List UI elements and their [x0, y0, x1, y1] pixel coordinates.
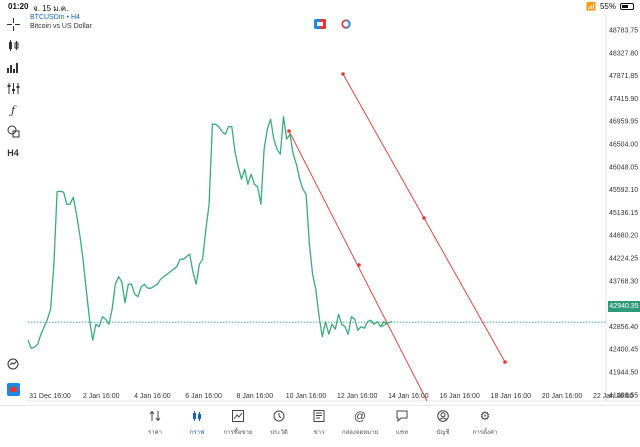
price-chart[interactable]: 48783.75 48327.80 47871.85 47415.90 46959.95… [0, 0, 640, 405]
date-tick-label: 2 Jan 16:00 [83, 393, 120, 400]
nav-label: ข่าว [313, 430, 325, 436]
status-bar: 01:20 จ. 15 ม.ค. 📶 55% [0, 0, 640, 14]
date-tick-label: 16 Jan 16:00 [439, 393, 480, 400]
nav-account[interactable]: บัญชี [420, 409, 466, 437]
price-tick-label: 41488.55 [609, 392, 638, 399]
chart-toolbar: ƒ H4 [0, 14, 26, 404]
trendline-anchor-point [341, 72, 345, 76]
trendline-anchor-point [422, 216, 426, 220]
price-tick-label: 48327.80 [609, 50, 638, 57]
battery-percent: 55% [599, 2, 616, 11]
nav-chart[interactable]: กราฟ [174, 409, 220, 437]
price-tick-label: 41944.50 [609, 370, 638, 377]
price-tick-label: 44680.20 [609, 233, 638, 240]
price-tick-label: 47415.90 [609, 96, 638, 103]
date-tick-label: 4 Jan 16:00 [134, 393, 171, 400]
price-tick-label: 42400.45 [609, 347, 638, 354]
settings-sliders-icon[interactable] [5, 80, 21, 96]
nav-chat[interactable]: แชท [379, 409, 425, 437]
gear-icon: ⚙ [479, 409, 491, 423]
date-tick-label: 12 Jan 16:00 [337, 393, 378, 400]
bottom-navigation: ราคา กราฟ การซื้อขาย ประวัติ ข่าว @ กล่อ… [0, 405, 640, 447]
price-tick-label: 44224.25 [609, 256, 638, 263]
price-tick-label: 42856.40 [609, 324, 638, 331]
status-time: 01:20 [8, 2, 29, 11]
symbol-description: Bitcoin vs US Dollar [30, 23, 92, 30]
nav-label: กราฟ [189, 430, 205, 436]
price-tick-label: 46959.95 [609, 119, 638, 126]
nav-label: บัญชี [436, 430, 450, 436]
crosshair-icon[interactable] [5, 16, 21, 32]
app-logo-icon[interactable] [5, 381, 21, 397]
nav-settings[interactable]: ⚙ การตั้งค่า [462, 409, 508, 437]
date-tick-label: 6 Jan 16:00 [185, 393, 222, 400]
trendline-anchor-point [357, 263, 361, 267]
price-tick-label: 45592.10 [609, 187, 638, 194]
arrows-icon [132, 409, 178, 423]
indicator-icon[interactable] [5, 59, 21, 75]
price-tick-label: 43768.30 [609, 278, 638, 285]
price-tick-label: 48783.75 [609, 28, 638, 35]
nav-news[interactable]: ข่าว [296, 409, 342, 437]
nav-label: การซื้อขาย [223, 430, 253, 436]
nav-history[interactable]: ประวัติ [256, 409, 302, 437]
price-tick-label: 46504.00 [609, 142, 638, 149]
news-icon [296, 409, 342, 423]
clock-icon [256, 409, 302, 423]
trendline-anchor-point [287, 129, 291, 133]
account-icon [420, 409, 466, 423]
nav-trade[interactable]: การซื้อขาย [215, 409, 261, 437]
price-tick-label: 46048.05 [609, 164, 638, 171]
nav-label: แชท [396, 430, 408, 436]
wifi-icon: 📶 [586, 2, 596, 11]
date-tick-label: 18 Jan 16:00 [491, 393, 532, 400]
price-series-line [27, 116, 388, 349]
function-icon[interactable]: ƒ [10, 103, 16, 117]
price-tick-label: 47871.85 [609, 73, 638, 80]
candle-icon[interactable] [5, 37, 21, 53]
nav-label: ราคา [148, 430, 162, 436]
date-tick-label: 20 Jan 16:00 [542, 393, 583, 400]
symbol-title[interactable]: BTCUSDm • H4 [30, 14, 80, 21]
timeframe-button[interactable]: H4 [7, 148, 19, 158]
trade-icon [215, 409, 261, 423]
date-tick-label: 31 Dec 16:00 [29, 393, 71, 400]
candle-icon [174, 409, 220, 423]
date-tick-label: 14 Jan 16:00 [388, 393, 429, 400]
price-series-tail [380, 320, 393, 328]
status-right: 📶 55% [586, 2, 634, 11]
battery-icon [620, 3, 634, 10]
shapes-icon[interactable] [5, 123, 21, 139]
zoom-icon[interactable] [5, 356, 21, 372]
current-price-label: 42940.35 [608, 301, 640, 312]
one-click-icon[interactable] [340, 19, 352, 29]
nav-quotes[interactable]: ราคา [132, 409, 178, 437]
chat-icon [379, 409, 425, 423]
date-tick-label: 8 Jan 16:00 [237, 393, 274, 400]
nav-mailbox[interactable]: @ กล่องจดหมาย [337, 409, 383, 437]
nav-label: ประวัติ [270, 430, 288, 436]
price-tick-label: 45136.15 [609, 210, 638, 217]
nav-label: การตั้งค่า [472, 430, 498, 436]
nav-label: กล่องจดหมาย [341, 430, 379, 436]
trade-panel-icon[interactable] [314, 19, 326, 29]
date-tick-label: 22 Jan 16:00 [593, 393, 634, 400]
date-tick-label: 10 Jan 16:00 [286, 393, 327, 400]
at-icon: @ [353, 409, 367, 423]
trendline-anchor-point [503, 360, 507, 364]
status-date: จ. 15 ม.ค. [33, 4, 69, 13]
